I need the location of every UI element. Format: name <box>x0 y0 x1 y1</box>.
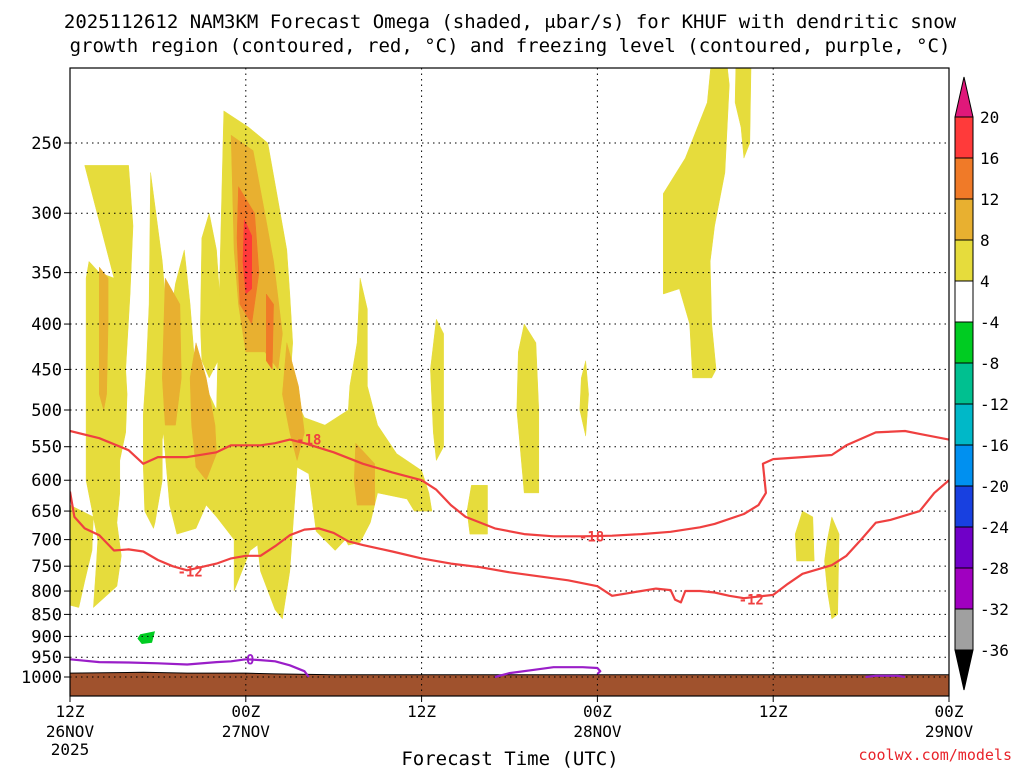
contour-line-1 <box>70 479 949 604</box>
colorbar-swatch-12 <box>954 608 974 651</box>
colorbar-label-6: -8 <box>980 354 999 373</box>
colorbar-label-13: -36 <box>980 641 1009 660</box>
colorbar-swatch-7 <box>954 403 974 446</box>
x-tick-label-24-l1: 12Z <box>407 702 436 721</box>
colorbar-swatch-3 <box>954 239 974 282</box>
omega-region-16 <box>282 342 305 462</box>
y-axis: 2503003504004505005506006507007508008509… <box>21 134 70 688</box>
colorbar-swatch-6 <box>954 362 974 405</box>
y-tick-label-700: 700 <box>31 531 62 551</box>
x-tick-label-60-l1: 00Z <box>935 702 964 721</box>
y-tick-label-300: 300 <box>31 204 62 224</box>
colorbar-swatch-0 <box>954 116 974 159</box>
contour-label-0: -18 <box>296 433 321 449</box>
y-tick-label-800: 800 <box>31 582 62 602</box>
colorbar-label-8: -16 <box>980 436 1009 455</box>
colorbar-label-4: 4 <box>980 272 990 291</box>
colorbar-label-5: -4 <box>980 313 999 332</box>
x-tick-label-0-l1: 12Z <box>56 702 85 721</box>
credit-text: coolwx.com/models <box>858 746 1012 764</box>
terrain-fill <box>70 671 949 696</box>
omega-region-11 <box>794 510 815 562</box>
colorbar-swatch-8 <box>954 444 974 487</box>
colorbar-label-3: 8 <box>980 231 990 250</box>
x-tick-label-36-l1: 00Z <box>583 702 612 721</box>
omega-region-5 <box>430 318 444 462</box>
omega-region-9 <box>663 68 730 379</box>
y-tick-label-350: 350 <box>31 264 62 284</box>
contour-line-0 <box>70 429 949 538</box>
colorbar-label-1: 16 <box>980 149 999 168</box>
omega-region-6 <box>466 485 488 535</box>
plot-frame <box>69 67 950 697</box>
x-tick-label-48-l1: 12Z <box>759 702 788 721</box>
colorbar-swatch-2 <box>954 198 974 241</box>
colorbar-swatch-4 <box>954 280 974 323</box>
y-tick-label-550: 550 <box>31 438 62 458</box>
y-tick-label-500: 500 <box>31 401 62 421</box>
y-tick-label-950: 950 <box>31 648 62 668</box>
negative-omega-region-0 <box>137 631 155 644</box>
contour-line-3 <box>494 666 602 679</box>
temperature-contours <box>70 429 949 679</box>
chart-title-line1: 2025112612 NAM3KM Forecast Omega (shaded… <box>64 11 957 33</box>
colorbar-label-2: 12 <box>980 190 999 209</box>
terrain-area <box>70 672 949 696</box>
omega-region-4 <box>200 213 222 379</box>
omega-region-18 <box>162 277 182 426</box>
colorbar-swatch-5 <box>954 321 974 364</box>
omega-region-8 <box>579 360 589 437</box>
y-tick-label-750: 750 <box>31 557 62 577</box>
chart-title-line2: growth region (contoured, red, °C) and f… <box>70 35 951 57</box>
colorbar-swatch-1 <box>954 157 974 200</box>
omega-region-14 <box>189 342 217 481</box>
colorbar-top-arrow <box>954 76 974 118</box>
colorbar-label-0: 20 <box>980 108 999 127</box>
colorbar-label-7: -12 <box>980 395 1009 414</box>
contour-line-2 <box>70 658 310 678</box>
y-tick-label-600: 600 <box>31 471 62 491</box>
omega-region-21 <box>242 219 252 295</box>
x-tick-label-12-l2: 27NOV <box>222 722 271 741</box>
contour-line-4 <box>865 674 906 679</box>
contour-labels: -18 -18 -12 -12 0 <box>177 433 764 669</box>
x-tick-label-36-l2: 28NOV <box>573 722 622 741</box>
colorbar-swatch-10 <box>954 526 974 569</box>
contour-label-2: -12 <box>177 564 202 580</box>
contour-label-4: 0 <box>246 652 254 668</box>
contour-label-1: -18 <box>579 529 604 545</box>
x-tick-label-60-l2: 29NOV <box>925 722 974 741</box>
colorbar-label-11: -28 <box>980 559 1009 578</box>
colorbar-label-10: -24 <box>980 518 1009 537</box>
y-tick-label-400: 400 <box>31 315 62 335</box>
x-tick-label-0-l2: 26NOV <box>46 722 95 741</box>
omega-region-7 <box>516 323 540 494</box>
omega-region-12 <box>824 516 840 620</box>
omega-region-17 <box>353 442 375 506</box>
omega-shading <box>70 68 840 644</box>
colorbar-swatch-9 <box>954 485 974 528</box>
y-tick-label-1000: 1000 <box>21 668 62 688</box>
colorbar-bottom-arrow <box>954 649 974 691</box>
x-axis-label: Forecast Time (UTC) <box>401 748 618 768</box>
contour-label-3: -12 <box>739 593 764 609</box>
omega-region-13 <box>99 266 109 411</box>
x-tick-label-0-l3: 2025 <box>51 740 90 759</box>
y-tick-label-900: 900 <box>31 627 62 647</box>
y-tick-label-650: 650 <box>31 502 62 522</box>
colorbar-label-9: -20 <box>980 477 1009 496</box>
colorbar: 20 16 12 8 4 -4 -8 -12 -16 -20 -24 -28 -32 -36 <box>954 76 1009 691</box>
colorbar-label-12: -32 <box>980 600 1009 619</box>
y-tick-label-250: 250 <box>31 134 62 154</box>
y-tick-label-850: 850 <box>31 605 62 625</box>
omega-region-10 <box>734 68 752 159</box>
x-tick-label-12-l1: 00Z <box>231 702 260 721</box>
omega-region-1 <box>70 504 94 608</box>
y-tick-label-450: 450 <box>31 360 62 380</box>
omega-region-20 <box>266 293 274 371</box>
colorbar-swatch-11 <box>954 567 974 610</box>
